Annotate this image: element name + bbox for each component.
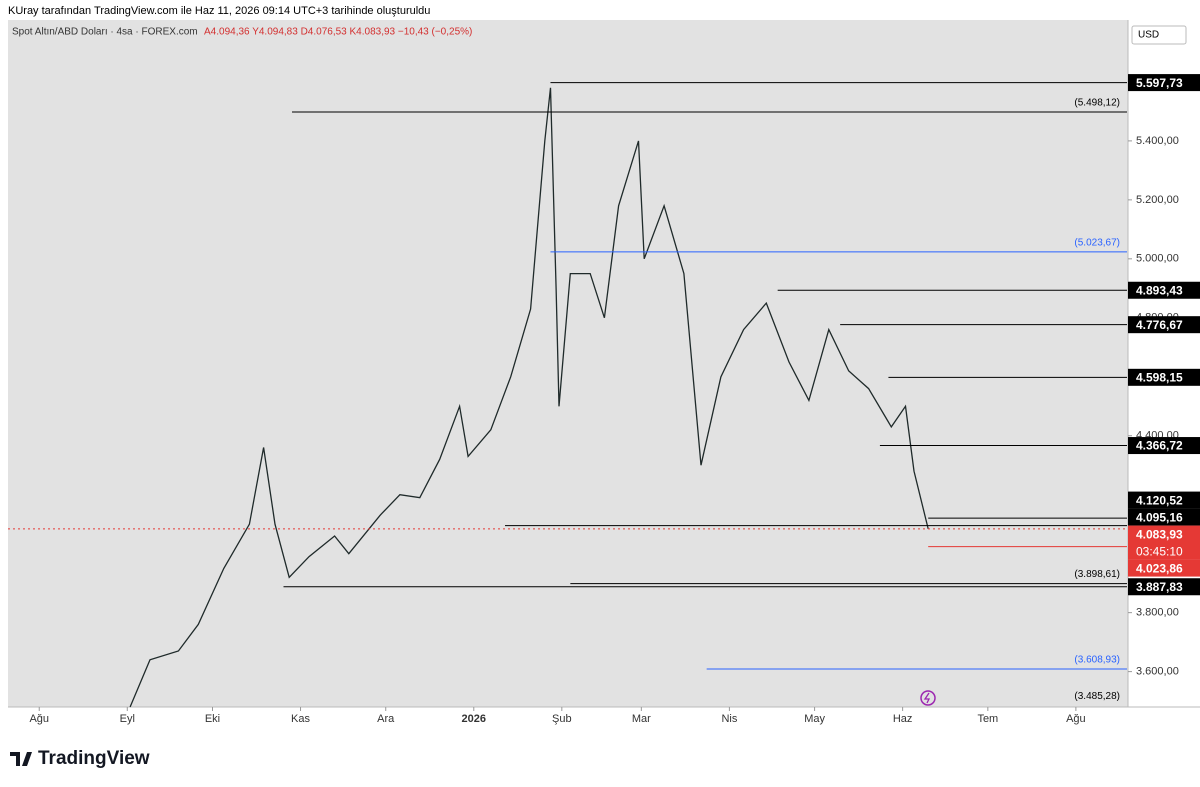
price-label-box <box>1128 74 1200 92</box>
ohlc: A4.094,36 Y4.094,83 D4.076,53 K4.083,93 … <box>204 27 472 38</box>
x-tick-label: Nis <box>721 713 737 725</box>
level-note: (3.485,28) <box>1074 691 1120 702</box>
price-label-box <box>1128 437 1200 455</box>
y-tick-label: 3.600,00 <box>1136 666 1179 678</box>
x-tick-label: 2026 <box>462 713 486 725</box>
price-label-box <box>1128 316 1200 334</box>
price-label-box <box>1128 559 1200 577</box>
event-icon <box>923 692 931 704</box>
x-tick-label: Ağu <box>29 713 49 725</box>
level-note: (3.608,93) <box>1074 655 1120 666</box>
symbol-title: Spot Altın/ABD Doları · 4sa · FOREX.com <box>12 27 198 38</box>
plot-area <box>8 20 1128 707</box>
price-label-box <box>1128 368 1200 386</box>
price-label: 4.083,93 <box>1136 527 1183 541</box>
y-tick-label: 5.000,00 <box>1136 253 1179 265</box>
caption: KUray tarafından TradingView.com ile Haz… <box>8 5 430 17</box>
x-tick-label: Ağu <box>1066 713 1086 725</box>
price-label-box <box>1128 508 1200 526</box>
brand: TradingView <box>38 748 150 769</box>
x-tick-label: Haz <box>893 713 913 725</box>
level-note: (5.498,12) <box>1074 98 1120 109</box>
y-tick-label: 5.200,00 <box>1136 194 1179 206</box>
y-tick-label: 3.800,00 <box>1136 607 1179 619</box>
logo: TradingView <box>10 748 150 769</box>
countdown: 03:45:10 <box>1136 544 1183 558</box>
event-icon[interactable] <box>920 690 936 706</box>
price-label-box <box>1128 578 1200 596</box>
x-tick-label: Mar <box>632 713 651 725</box>
price-label: 5.597,73 <box>1136 76 1183 90</box>
price-label: 4.893,43 <box>1136 283 1183 297</box>
x-tick-label: Eki <box>205 713 220 725</box>
y-tick-label: 5.400,00 <box>1136 135 1179 147</box>
price-label-box <box>1128 281 1200 299</box>
currency: USD <box>1138 30 1159 41</box>
price-label: 4.366,72 <box>1136 439 1183 453</box>
x-tick-label: Şub <box>552 713 572 725</box>
x-tick-label: Eyl <box>120 713 135 725</box>
price-label: 4.776,67 <box>1136 318 1183 332</box>
logo-mark <box>10 752 32 766</box>
price-label: 3.887,83 <box>1136 580 1183 594</box>
price-label: 4.023,86 <box>1136 561 1183 575</box>
level-note: (5.023,67) <box>1074 237 1120 248</box>
price-label-box <box>1128 525 1200 560</box>
price-label: 4.095,16 <box>1136 510 1183 524</box>
price-axis <box>1128 20 1200 707</box>
x-tick-label: May <box>804 713 825 725</box>
x-tick-label: Kas <box>291 713 310 725</box>
currency-box <box>1131 25 1187 45</box>
level-note: (3.898,61) <box>1074 569 1120 580</box>
price-label: 4.598,15 <box>1136 370 1183 384</box>
price-label: 4.120,52 <box>1136 493 1183 507</box>
price-label-box <box>1128 491 1200 509</box>
x-tick-label: Ara <box>377 713 395 725</box>
x-tick-label: Tem <box>977 713 998 725</box>
price-line <box>129 87 929 708</box>
